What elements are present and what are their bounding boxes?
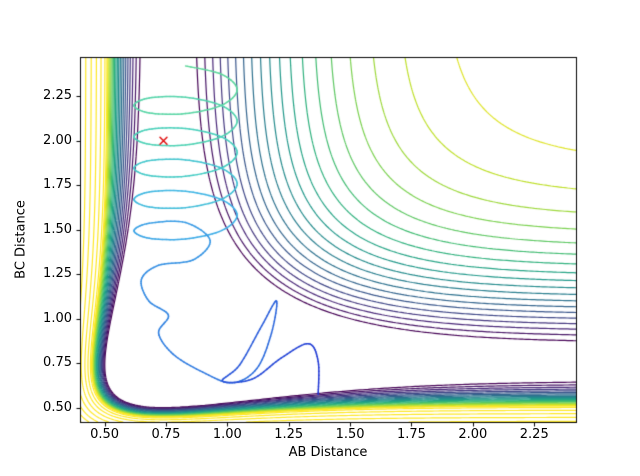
y-tick-label: 1.50 — [43, 221, 72, 237]
x-tick-label: 1.50 — [335, 427, 365, 442]
x-tick-label: 2.25 — [519, 427, 549, 442]
y-tick-label: 2.00 — [43, 132, 72, 148]
y-axis-label: BC Distance — [13, 200, 29, 279]
x-tick-label: 1.25 — [274, 427, 304, 442]
x-tick-label: 2.00 — [458, 427, 488, 442]
y-tick-label: 1.00 — [43, 310, 72, 326]
x-tick-label: 0.75 — [151, 427, 181, 442]
x-axis-label: AB Distance — [288, 445, 368, 460]
y-tick-label: 0.50 — [43, 399, 72, 415]
x-tick-label: 1.75 — [397, 427, 426, 442]
y-tick-label: 1.25 — [43, 266, 72, 282]
x-tick-label: 1.00 — [212, 427, 242, 442]
y-tick-label: 2.25 — [43, 88, 72, 104]
y-tick-label: 1.75 — [43, 177, 72, 193]
x-tick-label: 0.50 — [90, 427, 120, 442]
y-tick-label: 0.75 — [43, 355, 72, 371]
